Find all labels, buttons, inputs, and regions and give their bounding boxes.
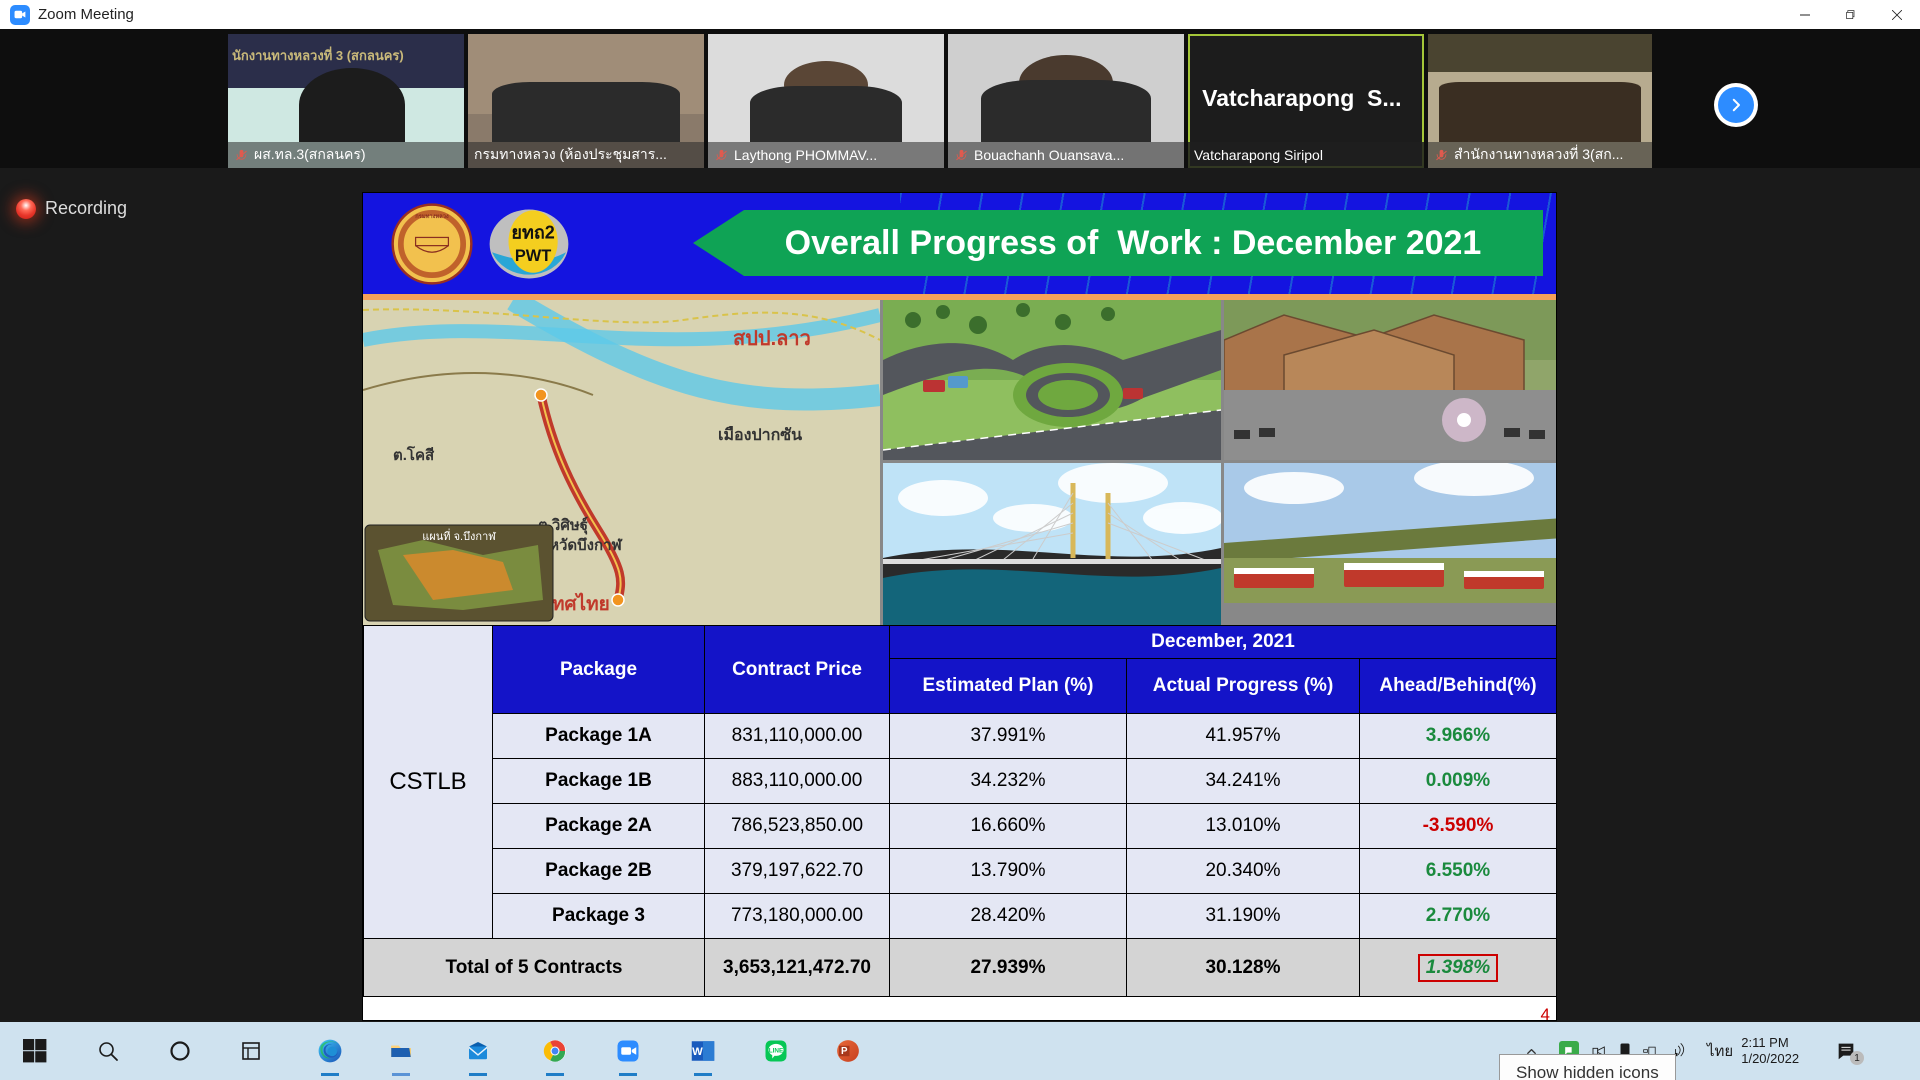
svg-text:กรมทางหลวง: กรมทางหลวง xyxy=(415,213,449,220)
svg-text:LINE: LINE xyxy=(769,1048,784,1055)
svg-text:แผนที่ จ.บึงกาฬ: แผนที่ จ.บึงกาฬ xyxy=(422,528,496,543)
svg-text:เมืองปากซัน: เมืองปากซัน xyxy=(718,426,802,444)
svg-text:ต.โคสี: ต.โคสี xyxy=(393,445,435,464)
svg-text:W: W xyxy=(692,1046,703,1058)
svg-text:PWT: PWT xyxy=(515,247,551,265)
svg-text:P: P xyxy=(841,1046,848,1057)
svg-text:ยทถ2: ยทถ2 xyxy=(511,222,554,242)
svg-text:สปป.ลาว: สปป.ลาว xyxy=(733,328,811,350)
